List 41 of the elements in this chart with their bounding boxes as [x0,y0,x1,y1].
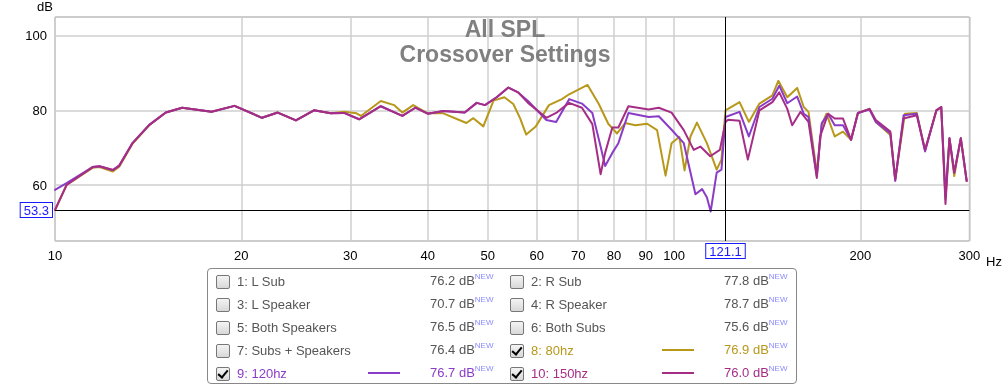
legend-label: 2: R Sub [531,274,582,289]
ref-line-label: 53.3 [23,202,49,218]
legend-label: 4: R Speaker [531,297,607,312]
x-tick-label: 300 [958,248,981,263]
chart-title: All SPL [464,15,546,42]
text: 76.4 dB$^{NEW}$ [430,341,494,357]
legend-label: 8: 80hz [531,343,574,358]
x-tick-label: 80 [606,248,622,263]
text: 77.8 dB$^{NEW}$ [724,272,788,288]
text: Crossover Settings [399,40,611,67]
x-tick-label: 90 [638,248,653,263]
x-tick-label: 70 [570,248,586,263]
text: 76.9 dB$^{NEW}$ [724,341,788,357]
legend-label: 1: L Sub [237,274,285,289]
x-axis-title: Hz [986,254,1002,269]
ref-line-label: 121.1 [709,244,742,259]
text: 70.7 dB$^{NEW}$ [430,295,494,311]
x-tick-label: 60 [529,248,544,263]
text: 76.7 dB$^{NEW}$ [430,364,494,380]
text: 75.6 dB$^{NEW}$ [724,318,788,334]
y-tick-label: 60 [32,177,47,193]
x-tick-label: 50 [480,248,495,263]
x-tick-label: 100 [663,248,685,263]
legend-label: 9: 120hz [237,366,287,381]
x-tick-label: 40 [420,248,435,263]
text: 76.0 dB$^{NEW}$ [724,364,788,380]
x-tick-label: 30 [343,248,358,263]
x-tick-label: 10 [47,248,63,263]
text: 78.7 dB$^{NEW}$ [724,295,788,311]
legend-label: 6: Both Subs [531,320,606,335]
y-axis-title: dB [37,0,53,14]
x-tick-label: 20 [234,248,249,263]
legend-label: 10: 150hz [531,366,589,381]
y-tick-label: 100 [25,28,47,44]
y-tick-label: 80 [32,102,47,118]
text: 76.5 dB$^{NEW}$ [430,318,494,334]
legend-label: 3: L Speaker [237,297,311,312]
x-tick-label: 200 [849,248,872,263]
text: 76.2 dB$^{NEW}$ [430,272,494,288]
legend-label: 7: Subs + Speakers [237,343,351,358]
legend-label: 5: Both Speakers [237,320,337,335]
